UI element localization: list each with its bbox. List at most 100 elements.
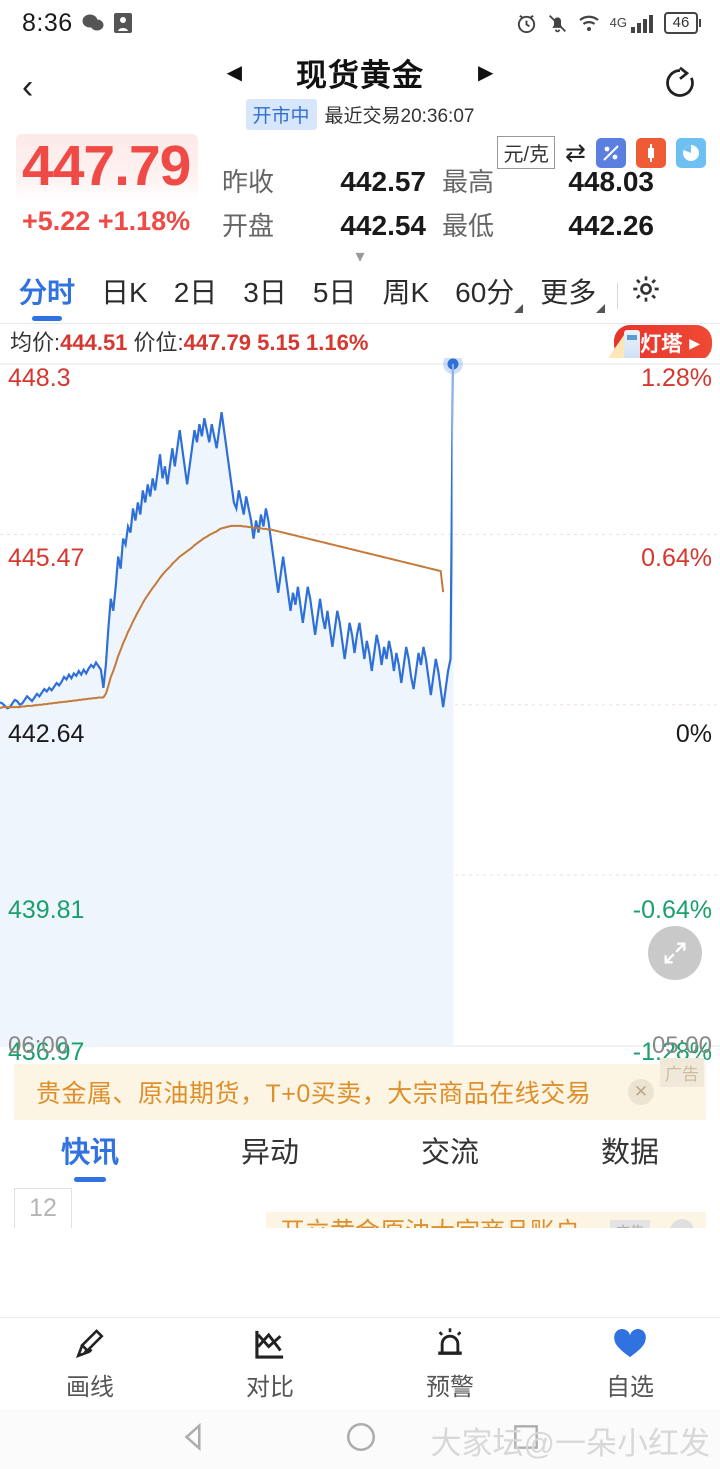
toolbar-label: 预警	[426, 1373, 474, 1401]
avg-price-row: 均价:444.51 价位:447.79 5.15 1.16% 灯塔 ▶	[0, 324, 720, 361]
candle-icon[interactable]	[636, 137, 666, 168]
next-symbol-icon[interactable]: ▶	[478, 61, 494, 84]
tab-news[interactable]: 快讯	[0, 1120, 180, 1186]
tab-weekly-k[interactable]: 周K	[382, 277, 430, 308]
prev-symbol-icon[interactable]: ◀	[226, 61, 242, 84]
status-bar-left: 8:36	[22, 9, 133, 38]
toolbar-item-favorite[interactable]: 自选	[540, 1326, 720, 1402]
ad-banner-text: 贵金属、原油期货，T+0买卖，大宗商品在线交易	[36, 1080, 592, 1108]
price-change-row: +5.22 +1.18%	[16, 206, 222, 237]
nav-center: ◀ 现货黄金 ▶ 开市中 最近交易20:36:07	[0, 50, 720, 130]
secondary-ad-banner[interactable]: 开立黄金原油大宗商品账户 广告	[266, 1212, 706, 1228]
quote-expand-chevron-icon[interactable]: ▾	[355, 246, 365, 266]
heart-icon	[613, 1326, 647, 1362]
status-bar: 8:36 4G 46	[0, 0, 720, 46]
price-change-pct: +1.18%	[97, 206, 191, 236]
tab-daily-k[interactable]: 日K	[101, 277, 148, 308]
triangle-back-icon[interactable]	[178, 1420, 212, 1459]
expand-arrows-icon[interactable]	[648, 926, 702, 980]
light-ray-icon	[606, 335, 625, 361]
y-axis-tick-pct: 0%	[675, 720, 712, 748]
position-pct: 1.16%	[306, 330, 369, 355]
prev-close-value: 442.57	[340, 166, 426, 197]
beacon-label: 灯塔	[640, 333, 683, 356]
clock-label: 8:36	[22, 8, 73, 37]
percent-icon[interactable]	[596, 137, 626, 168]
avg-price-label: 均价:	[10, 330, 61, 355]
y-axis-tick-pct: 0.64%	[641, 544, 712, 572]
secondary-ad-text: 开立黄金原油大宗商品账户	[266, 1212, 706, 1228]
date-chip: 12	[14, 1188, 72, 1228]
refresh-icon[interactable]	[662, 65, 698, 109]
android-nav-bar: 大家坛@一朵小红发	[0, 1409, 720, 1469]
toolbar-label: 画线	[66, 1373, 114, 1401]
quote-actions: 元/克 ⇄	[497, 136, 706, 169]
unit-selector[interactable]: 元/克	[497, 136, 556, 169]
chart-canvas[interactable]	[0, 358, 720, 1058]
partial-content-area: 12 开立黄金原油大宗商品账户 广告	[0, 1186, 720, 1228]
nav-bar: ‹ ◀ 现货黄金 ▶ 开市中 最近交易20:36:07	[0, 46, 720, 130]
tab-5day[interactable]: 5日	[312, 277, 357, 308]
tab-fenshi[interactable]: 分时	[6, 271, 88, 323]
low-label: 最低	[442, 211, 495, 241]
tab-data[interactable]: 数据	[600, 1137, 659, 1169]
compare-chart-icon	[253, 1326, 287, 1362]
close-icon[interactable]: ✕	[628, 1079, 654, 1105]
tab-movement[interactable]: 异动	[240, 1137, 299, 1169]
toolbar-item-alert[interactable]: 预警	[360, 1326, 540, 1402]
circle-home-icon[interactable]	[344, 1420, 378, 1459]
high-label: 最高	[442, 167, 495, 197]
quote-primary: 447.79 +5.22 +1.18%	[0, 134, 222, 268]
status-bar-right: 4G 46	[515, 12, 701, 35]
tab-discuss[interactable]: 交流	[420, 1137, 479, 1169]
price-chart[interactable]: 448.3 1.28% 445.47 0.64% 442.64 0% 439.8…	[0, 358, 720, 1066]
open-label: 开盘	[222, 211, 275, 241]
position-label: 价位:	[133, 330, 184, 355]
market-status-badge: 开市中	[245, 99, 317, 130]
open-value: 442.54	[340, 210, 426, 241]
battery-indicator: 46	[664, 12, 701, 34]
period-tab-bar: 分时 日K 2日 3日 5日 周K 60分 更多	[0, 268, 720, 324]
high-value: 448.03	[568, 166, 654, 197]
back-chevron-icon[interactable]: ‹	[22, 68, 34, 106]
tab-3day[interactable]: 3日	[243, 277, 287, 308]
quote-stats: 昨收 442.57 最高 448.03 开盘 442.54 最低 442.26	[222, 134, 654, 268]
alarm-bell-icon	[433, 1326, 467, 1362]
app-icon	[113, 12, 133, 34]
ad-banner[interactable]: 贵金属、原油期货，T+0买卖，大宗商品在线交易 ✕ 广告	[14, 1058, 706, 1120]
watermark: 大家坛@一朵小红发	[430, 1426, 710, 1461]
pie-icon[interactable]	[676, 137, 706, 168]
y-axis-tick-price: 442.64	[8, 720, 85, 748]
signal-icon	[630, 12, 655, 34]
section-tab-bar: 快讯 异动 交流 数据	[0, 1120, 720, 1186]
y-axis-tick-price: 439.81	[8, 896, 85, 924]
toolbar-item-compare[interactable]: 对比	[180, 1326, 360, 1402]
toolbar-item-draw[interactable]: 画线	[0, 1326, 180, 1402]
tab-2day[interactable]: 2日	[173, 277, 218, 308]
y-axis-tick-pct: 1.28%	[641, 364, 712, 392]
beacon-promo[interactable]: 灯塔 ▶	[606, 325, 712, 361]
network-type-label: 4G	[609, 14, 627, 30]
quote-panel: 447.79 +5.22 +1.18% 昨收 442.57 最高 448.03 …	[0, 128, 720, 268]
swap-icon[interactable]: ⇄	[565, 138, 586, 167]
pencil-draw-icon	[73, 1326, 107, 1362]
square-recents-icon[interactable]	[510, 1421, 542, 1458]
gear-icon[interactable]	[622, 273, 670, 323]
current-price: 447.79	[22, 134, 191, 198]
low-value: 442.26	[568, 210, 654, 241]
x-axis-tick-end: 05:00	[651, 1032, 712, 1059]
y-axis-tick-price: 445.47	[8, 544, 85, 572]
wechat-icon	[82, 13, 104, 33]
tab-more[interactable]: 更多	[527, 271, 609, 323]
prev-close-label: 昨收	[222, 167, 275, 197]
position-change: 5.15	[257, 330, 300, 355]
tab-60min[interactable]: 60分	[442, 271, 527, 323]
ad-label: 广告	[660, 1058, 704, 1087]
x-axis-tick-start: 06:00	[8, 1032, 69, 1059]
ad-label: 广告	[609, 1220, 650, 1228]
y-axis-tick-pct: -0.64%	[632, 896, 712, 924]
close-icon[interactable]	[670, 1219, 694, 1228]
y-axis-tick-price: 436.97	[8, 1038, 85, 1066]
play-icon: ▶	[689, 334, 700, 351]
bell-muted-icon	[547, 12, 568, 35]
